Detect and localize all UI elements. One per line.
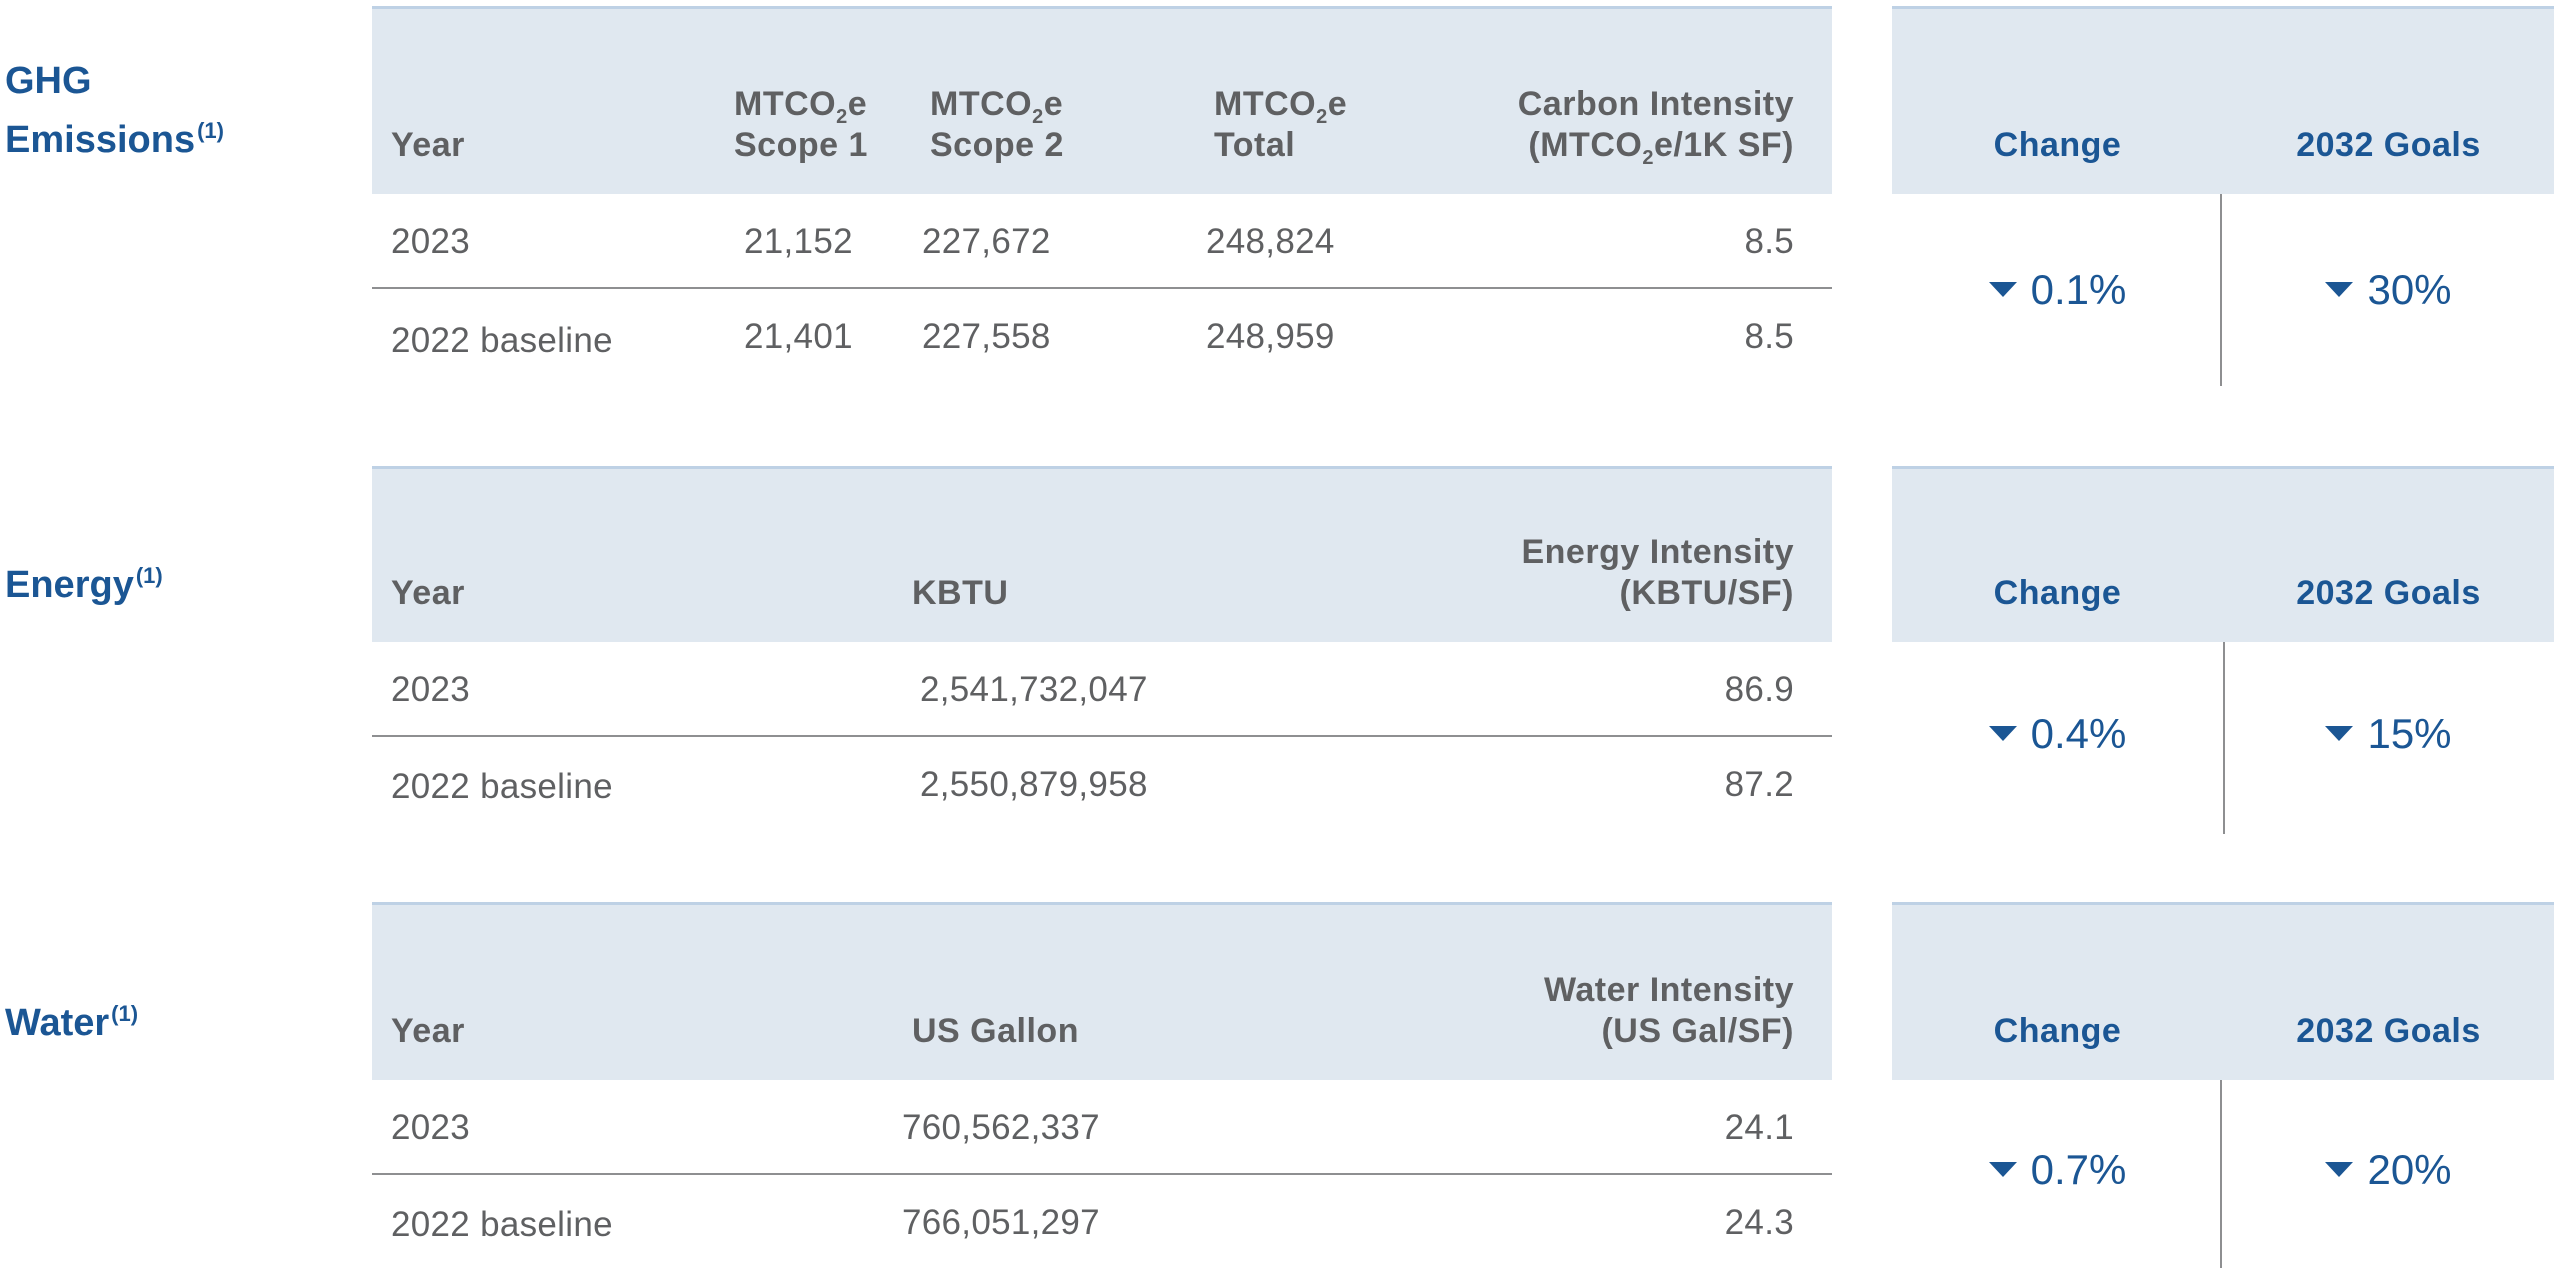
down-triangle-icon <box>1988 726 2017 742</box>
ghg-title: GHG Emissions(1) <box>5 52 224 170</box>
ghg-row-2022-baseline: 2022 baseline 21,401 227,558 248,959 8.5 <box>372 289 1832 384</box>
ghg-goals-header-label: 2032 Goals <box>2296 126 2481 164</box>
energy-row-2022-baseline: 2022 baseline 2,550,879,958 87.2 <box>372 737 1832 832</box>
water-header-gallon: US Gallon <box>912 1012 1079 1050</box>
water-goals-header: Change 2032 Goals <box>1892 902 2554 1080</box>
water-header-intensity: Water Intensity (US Gal/SF) <box>1544 971 1794 1050</box>
ghg-header-total: MTCO2e Total <box>1214 85 1348 164</box>
ghg-row-intensity: 8.5 <box>1744 222 1794 261</box>
water-footnote: (1) <box>111 1001 139 1027</box>
ghg-header-year: Year <box>391 126 465 164</box>
energy-header-year: Year <box>391 574 465 612</box>
water-table-header: Year US Gallon Water Intensity (US Gal/S… <box>372 902 1832 1080</box>
water-row-intensity: 24.3 <box>1724 1203 1794 1242</box>
ghg-row-scope1: 21,152 <box>744 222 853 261</box>
ghg-title-line1: GHG <box>5 60 92 102</box>
energy-row-kbtu: 2,541,732,047 <box>920 670 1148 709</box>
ghg-row-year: 2023 <box>391 222 471 261</box>
down-triangle-icon <box>2325 282 2354 298</box>
ghg-header-scope1: MTCO2e Scope 1 <box>734 85 868 164</box>
ghg-row-total: 248,824 <box>1206 222 1335 261</box>
ghg-row-year: 2022 baseline <box>391 321 613 360</box>
energy-goal-value: 15% <box>2223 710 2554 758</box>
ghg-row-intensity: 8.5 <box>1744 317 1794 356</box>
ghg-change-header: Change <box>1993 126 2122 164</box>
energy-change-value: 0.4% <box>1892 710 2223 758</box>
energy-goals-header-label: 2032 Goals <box>2296 574 2481 612</box>
down-triangle-icon <box>2325 726 2354 742</box>
energy-row-intensity: 86.9 <box>1724 670 1794 709</box>
water-goals-header-label: 2032 Goals <box>2296 1012 2481 1050</box>
water-row-2022-baseline: 2022 baseline 766,051,297 24.3 <box>372 1175 1832 1270</box>
ghg-row-scope2: 227,558 <box>922 317 1051 356</box>
water-goal-value: 20% <box>2223 1146 2554 1194</box>
water-change-header: Change <box>1993 1012 2122 1050</box>
ghg-row-total: 248,959 <box>1206 317 1335 356</box>
water-row-year: 2023 <box>391 1108 471 1147</box>
ghg-goals-divider <box>2220 194 2222 386</box>
water-header-year: Year <box>391 1012 465 1050</box>
ghg-goals-header: Change 2032 Goals <box>1892 6 2554 194</box>
water-change-value: 0.7% <box>1892 1146 2223 1194</box>
energy-row-year: 2022 baseline <box>391 767 613 806</box>
water-row-2023: 2023 760,562,337 24.1 <box>372 1080 1832 1175</box>
energy-row-kbtu: 2,550,879,958 <box>920 765 1148 804</box>
energy-change-header: Change <box>1993 574 2122 612</box>
ghg-row-scope2: 227,672 <box>922 222 1051 261</box>
energy-footnote: (1) <box>135 563 163 589</box>
down-triangle-icon <box>1988 282 2017 298</box>
ghg-change-value: 0.1% <box>1892 266 2223 314</box>
ghg-header-scope2: MTCO2e Scope 2 <box>930 85 1064 164</box>
ghg-table-header: Year MTCO2e Scope 1 MTCO2e Scope 2 MTCO2… <box>372 6 1832 194</box>
energy-title: Energy(1) <box>5 563 163 606</box>
ghg-header-intensity: Carbon Intensity (MTCO2e/1K SF) <box>1517 85 1794 169</box>
energy-header-intensity: Energy Intensity (KBTU/SF) <box>1521 533 1794 612</box>
water-goals-divider <box>2220 1080 2222 1268</box>
energy-header-kbtu: KBTU <box>912 574 1009 612</box>
water-row-intensity: 24.1 <box>1724 1108 1794 1147</box>
down-triangle-icon <box>2325 1162 2354 1178</box>
energy-goals-divider <box>2223 642 2225 834</box>
ghg-footnote: (1) <box>197 118 224 144</box>
water-row-year: 2022 baseline <box>391 1205 613 1244</box>
energy-row-2023: 2023 2,541,732,047 86.9 <box>372 642 1832 737</box>
ghg-row-scope1: 21,401 <box>744 317 853 356</box>
ghg-title-line2: Emissions <box>5 119 196 161</box>
water-row-gallon: 760,562,337 <box>902 1108 1100 1147</box>
energy-row-intensity: 87.2 <box>1724 765 1794 804</box>
energy-row-year: 2023 <box>391 670 471 709</box>
down-triangle-icon <box>1988 1162 2017 1178</box>
water-title: Water(1) <box>5 1001 139 1044</box>
energy-goals-header: Change 2032 Goals <box>1892 466 2554 642</box>
ghg-row-2023: 2023 21,152 227,672 248,824 8.5 <box>372 194 1832 289</box>
ghg-goal-value: 30% <box>2223 266 2554 314</box>
water-row-gallon: 766,051,297 <box>902 1203 1100 1242</box>
energy-table-header: Year KBTU Energy Intensity (KBTU/SF) <box>372 466 1832 642</box>
